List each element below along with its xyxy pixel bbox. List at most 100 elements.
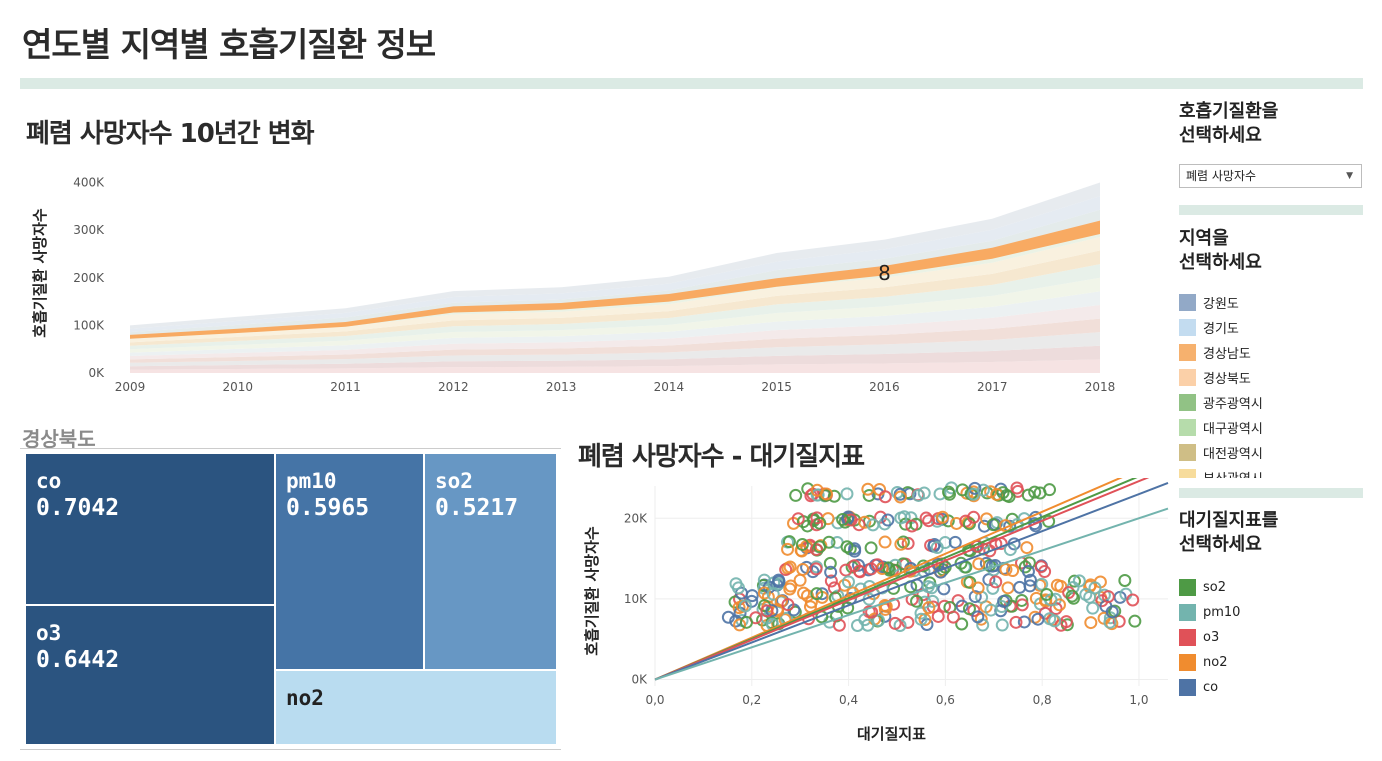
scatter-point[interactable] (733, 618, 747, 632)
scatter-point[interactable] (879, 599, 893, 613)
scatter-point[interactable] (1000, 488, 1014, 502)
scatter-point[interactable] (930, 541, 944, 555)
scatter-point[interactable] (864, 562, 878, 576)
scatter-point[interactable] (782, 535, 796, 549)
scatter-point[interactable] (840, 487, 854, 501)
scatter-point[interactable] (781, 542, 795, 556)
scatter-point[interactable] (931, 557, 945, 571)
scatter-point[interactable] (1013, 580, 1027, 594)
scatter-point[interactable] (1001, 581, 1015, 595)
scatter-point[interactable] (861, 482, 875, 496)
scatter-point[interactable] (878, 490, 892, 504)
scatter-point[interactable] (1015, 593, 1029, 607)
scatter-point[interactable] (1079, 588, 1093, 602)
scatter-point[interactable] (1072, 574, 1086, 588)
scatter-point[interactable] (810, 488, 824, 502)
scatter-point[interactable] (783, 560, 797, 574)
scatter-point[interactable] (955, 599, 969, 613)
scatter-point[interactable] (986, 581, 1000, 595)
scatter-point[interactable] (795, 537, 809, 551)
scatter-point[interactable] (1101, 590, 1115, 604)
treemap-cell-so2[interactable]: so2 0.5217 (425, 454, 556, 671)
scatter-point[interactable] (967, 487, 981, 501)
scatter-point[interactable] (1009, 615, 1023, 629)
scatter-point[interactable] (989, 575, 1003, 589)
scatter-point[interactable] (968, 481, 982, 495)
scatter-point[interactable] (781, 598, 795, 612)
scatter-point[interactable] (738, 599, 752, 613)
scatter-point[interactable] (1126, 593, 1140, 607)
scatter-point[interactable] (893, 490, 907, 504)
region-legend-item[interactable]: 대전광역시 (1179, 440, 1359, 465)
scatter-point[interactable] (872, 614, 886, 628)
treemap[interactable]: co 0.7042 o3 0.6442 pm10 0.5965 so2 0.52… (26, 454, 556, 744)
scatter-point[interactable] (823, 556, 837, 570)
scatter-point[interactable] (931, 609, 945, 623)
scatter-point[interactable] (1021, 564, 1035, 578)
scatter-point[interactable] (815, 587, 829, 601)
scatter-point[interactable] (836, 512, 850, 526)
treemap-cell-no2[interactable]: no2 (276, 671, 556, 744)
scatter-point[interactable] (881, 513, 895, 527)
scatter-point[interactable] (813, 516, 827, 530)
treemap-cell-co[interactable]: co 0.7042 (26, 454, 276, 606)
scatter-point[interactable] (809, 562, 823, 576)
scatter-point[interactable] (760, 604, 774, 618)
scatter-point[interactable] (905, 519, 919, 533)
scatter-point[interactable] (968, 590, 982, 604)
scatter-point[interactable] (888, 616, 902, 630)
scatter-point[interactable] (1118, 573, 1132, 587)
scatter-point[interactable] (955, 483, 969, 497)
scatter-point[interactable] (1084, 616, 1098, 630)
scatter-point[interactable] (1050, 578, 1064, 592)
scatter-point[interactable] (922, 601, 936, 615)
scatter-point[interactable] (1034, 560, 1048, 574)
scatter-point[interactable] (874, 510, 888, 524)
scatter-point[interactable] (1021, 488, 1035, 502)
disease-select[interactable]: 폐렴 사망자수 ▼ (1179, 164, 1362, 188)
scatter-point[interactable] (840, 540, 854, 554)
scatter-point[interactable] (936, 510, 950, 524)
scatter-point[interactable] (827, 489, 841, 503)
scatter-point[interactable] (796, 562, 810, 576)
scatter-point[interactable] (995, 618, 1009, 632)
scatter-point[interactable] (922, 514, 936, 528)
scatter-point[interactable] (789, 488, 803, 502)
scatter-point[interactable] (1017, 615, 1031, 629)
pollutant-legend-item[interactable]: so2 (1179, 575, 1359, 600)
scatter-point[interactable] (848, 542, 862, 556)
scatter-point[interactable] (861, 618, 875, 632)
scatter-point[interactable] (793, 573, 807, 587)
region-legend-item[interactable]: 부산광역시 (1179, 465, 1359, 478)
region-legend-item[interactable]: 강원도 (1179, 290, 1359, 315)
scatter-point[interactable] (810, 587, 824, 601)
scatter-point[interactable] (946, 610, 960, 624)
scatter-point[interactable] (962, 517, 976, 531)
scatter-point[interactable] (901, 615, 915, 629)
scatter-point[interactable] (1128, 614, 1142, 628)
scatter-point[interactable] (1067, 574, 1081, 588)
scatter-point[interactable] (999, 563, 1013, 577)
chevron-down-icon[interactable]: ▼ (1346, 171, 1353, 181)
scatter-point[interactable] (838, 515, 852, 529)
scatter-point[interactable] (847, 559, 861, 573)
scatter-point[interactable] (1028, 517, 1042, 531)
scatter-point[interactable] (1015, 598, 1029, 612)
scatter-point[interactable] (791, 512, 805, 526)
scatter-point[interactable] (911, 488, 925, 502)
scatter-point[interactable] (887, 597, 901, 611)
region-legend-item[interactable]: 경상북도 (1179, 365, 1359, 390)
area-chart[interactable]: 0K 100K 200K 300K 400K 2009 2010 2011 2012 2013 20… (20, 155, 1170, 400)
pollutant-legend[interactable]: so2 pm10 o3 no2 co (1179, 575, 1359, 700)
scatter-point[interactable] (1023, 573, 1037, 587)
scatter-point[interactable] (1023, 579, 1037, 593)
scatter-point[interactable] (864, 541, 878, 555)
scatter-point[interactable] (844, 513, 858, 527)
scatter-point[interactable] (824, 574, 838, 588)
pollutant-legend-item[interactable]: co (1179, 675, 1359, 700)
scatter-point[interactable] (888, 558, 902, 572)
scatter-point[interactable] (757, 586, 771, 600)
region-legend[interactable]: 강원도경기도경상남도경상북도광주광역시대구광역시대전광역시부산광역시 (1179, 290, 1359, 478)
scatter-point[interactable] (910, 594, 924, 608)
scatter-point[interactable] (1040, 587, 1054, 601)
